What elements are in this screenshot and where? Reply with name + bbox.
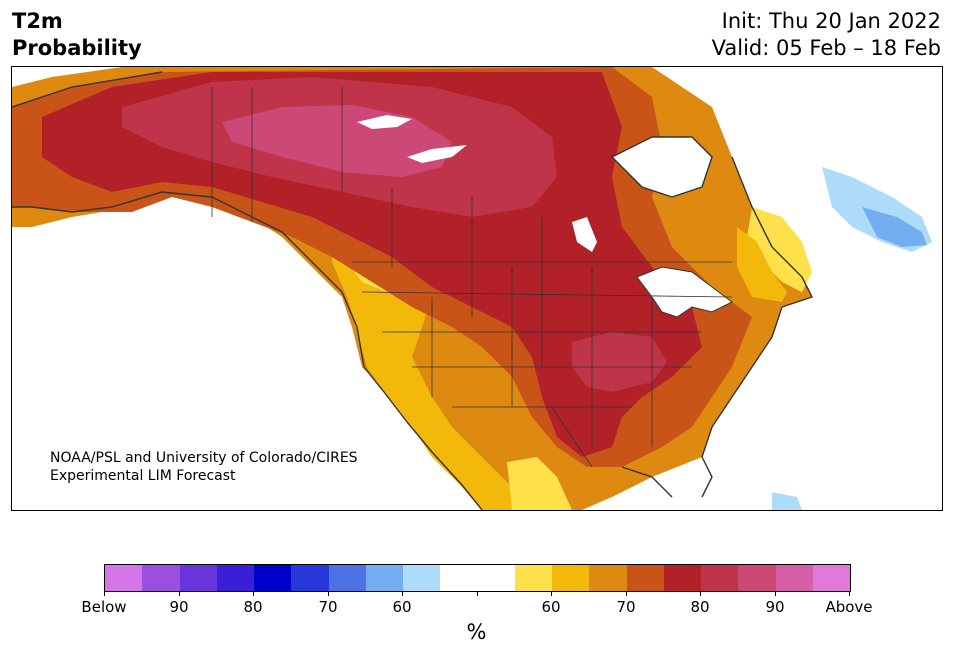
- colorbar-segment: [701, 565, 739, 591]
- great-slave-lake: [357, 115, 412, 129]
- colorbar-segment: [812, 565, 850, 591]
- colorbar-tick: [849, 591, 850, 596]
- colorbar-segment: [477, 565, 515, 591]
- colorbar-tick: [253, 591, 254, 596]
- great-lakes: [636, 266, 733, 318]
- colorbar-tick-label: 70: [616, 598, 636, 616]
- lake-winnipeg: [572, 217, 597, 252]
- forecast-map: NOAA/PSL and University of Colorado/CIRE…: [11, 66, 943, 511]
- probability-region-60-mexico: [507, 457, 572, 510]
- title-left: T2m Probability: [12, 8, 142, 62]
- title-type: Probability: [12, 36, 142, 60]
- colorbar-segment: [179, 565, 217, 591]
- colorbar-segment: [626, 565, 664, 591]
- credit-org: NOAA/PSL and University of Colorado/CIRE…: [50, 450, 358, 466]
- colorbar-segment: [403, 565, 441, 591]
- probability-region-below-70: [862, 207, 927, 247]
- colorbar-tick-label: 60: [541, 598, 561, 616]
- probability-region-65-east-canada: [737, 227, 787, 302]
- colorbar-tick-label: Below: [81, 598, 127, 616]
- map-canvas: [12, 67, 942, 510]
- colorbar-segment: [552, 565, 590, 591]
- valid-period: Valid: 05 Feb – 18 Feb: [711, 36, 941, 60]
- colorbar-tick: [179, 591, 180, 596]
- colorbar-segment: [328, 565, 366, 591]
- colorbar-ticks: [104, 591, 851, 597]
- probability-region-below-60-se: [772, 492, 802, 510]
- colorbar-tick-label: 90: [765, 598, 785, 616]
- colorbar-segment: [589, 565, 627, 591]
- colorbar-segment: [105, 565, 143, 591]
- title-variable: T2m: [12, 9, 63, 33]
- colorbar-tick: [700, 591, 701, 596]
- political-borders: [211, 87, 733, 468]
- colorbar-segment: [738, 565, 776, 591]
- colorbar-tick: [402, 591, 403, 596]
- colorbar-segment: [775, 565, 813, 591]
- colorbar-tick-label: 80: [243, 598, 263, 616]
- title-right: Init: Thu 20 Jan 2022 Valid: 05 Feb – 18…: [712, 8, 941, 62]
- colorbar-segment: [514, 565, 552, 591]
- colorbar-tick-label: 80: [690, 598, 710, 616]
- colorbar-tick-label: 60: [392, 598, 412, 616]
- colorbar-segment: [663, 565, 701, 591]
- colorbar-tick: [551, 591, 552, 596]
- colorbar-segment: [440, 565, 478, 591]
- colorbar-tick: [328, 591, 329, 596]
- colorbar-segment: [142, 565, 180, 591]
- colorbar-tick: [477, 591, 478, 596]
- colorbar-tick: [775, 591, 776, 596]
- colorbar-unit: %: [466, 620, 487, 644]
- credit-forecast: Experimental LIM Forecast: [50, 468, 236, 484]
- colorbar-labels: Below 90 80 70 60 60 70 80 90 Above: [81, 598, 872, 618]
- no-signal-region-greenland: [712, 67, 942, 157]
- init-date: Init: Thu 20 Jan 2022: [721, 9, 941, 33]
- colorbar-tick: [104, 591, 105, 596]
- coastline: [12, 71, 813, 510]
- probability-region-65: [332, 227, 552, 510]
- colorbar-segment: [291, 565, 329, 591]
- map-credit: NOAA/PSL and University of Colorado/CIRE…: [50, 449, 358, 485]
- colorbar-segment: [216, 565, 254, 591]
- colorbar-segment: [254, 565, 292, 591]
- colorbar-tick-label: 70: [318, 598, 338, 616]
- colorbar: [104, 564, 851, 592]
- colorbar-segment: [365, 565, 403, 591]
- colorbar-tick-label: 90: [169, 598, 189, 616]
- probability-region-85-central: [572, 332, 667, 392]
- colorbar-tick-label: Above: [825, 598, 873, 616]
- colorbar-tick: [626, 591, 627, 596]
- great-bear-lake: [407, 145, 467, 163]
